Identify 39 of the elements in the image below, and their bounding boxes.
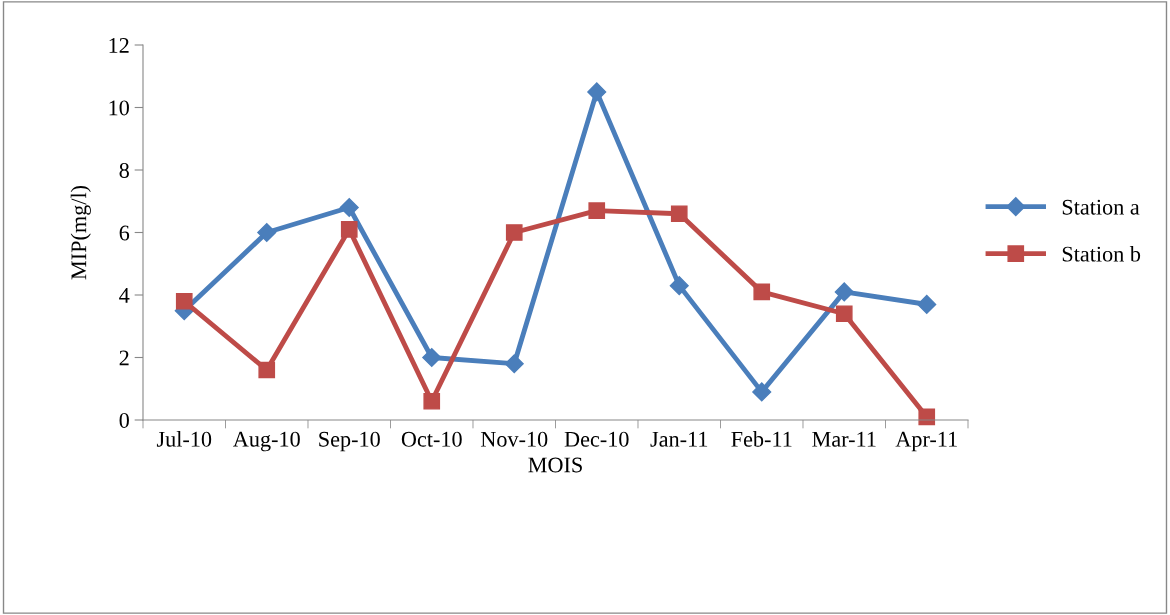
x-tick-label: Jan-11 [650,431,708,447]
x-tick-label: Feb-11 [731,431,792,447]
point [669,276,689,296]
point [917,294,937,314]
y-tick-label: 10 [109,100,129,116]
x-axis-title: MOIS [528,457,582,473]
point [423,392,441,410]
x-tick-label: Jul-10 [156,431,212,447]
x-tick-label: Apr-11 [895,431,957,452]
x-tick-label: Aug-10 [233,431,300,452]
point [752,382,772,402]
x-tick-label: Nov-10 [480,431,548,447]
point [340,221,358,238]
y-tick-label: 4 [119,288,130,303]
point [587,82,607,102]
y-tick-label: 0 [119,412,129,428]
point [175,292,193,310]
point [834,282,854,302]
point [753,283,771,301]
point [422,347,442,368]
point [257,222,277,243]
point [588,202,606,219]
x-tick-label: Oct-10 [401,431,462,447]
point [504,354,524,374]
y-tick-label: 12 [109,37,129,53]
x-tick-label: Dec-10 [564,431,629,447]
point [339,197,359,218]
legend-label: Station b [1062,245,1141,262]
y-tick-label: 2 [119,350,129,366]
point [258,361,276,379]
x-tick-label: Sep-10 [319,431,380,452]
point [835,305,853,323]
point [670,205,688,223]
legend-label: Station a [1062,199,1140,215]
y-tick-label: 6 [119,225,130,241]
y-tick-label: 8 [119,162,129,178]
y-axis-title: MIP(mg/l) [70,185,91,280]
x-tick-label: Mar-11 [812,431,876,447]
point [505,224,523,241]
